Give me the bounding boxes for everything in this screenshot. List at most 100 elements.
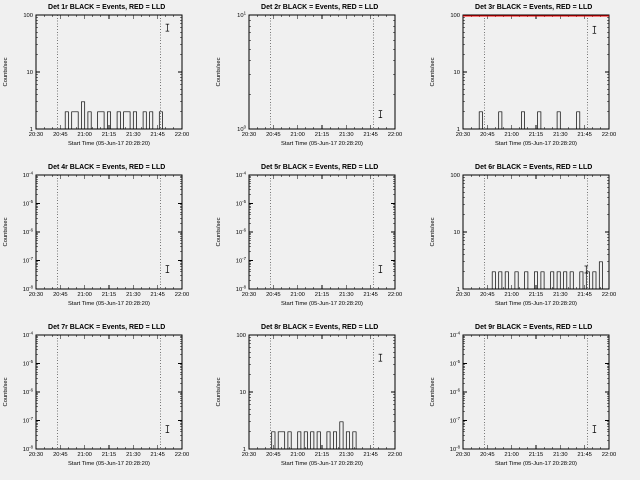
y-tick-label: 10-6 bbox=[236, 228, 247, 236]
axes-box bbox=[35, 174, 183, 290]
x-axis-label: Start Time (05-Jun-17 20:28:20) bbox=[495, 301, 577, 307]
plot-panel-det-3r: Det 3r BLACK = Events, RED = LLD 20:30 20:… bbox=[430, 4, 616, 147]
x-tick-label: 21:15 bbox=[315, 452, 329, 458]
x-tick-label: 20:30 bbox=[455, 452, 469, 458]
x-tick-label: 20:30 bbox=[455, 292, 469, 298]
x-tick-label: 21:30 bbox=[126, 452, 140, 458]
error-bar-marker bbox=[592, 25, 596, 34]
x-tick-label: 20:45 bbox=[53, 452, 67, 458]
x-tick-label: 21:00 bbox=[504, 292, 518, 298]
error-bar-marker bbox=[378, 110, 383, 118]
y-tick-label: 10-5 bbox=[23, 199, 34, 207]
x-tick-label: 21:00 bbox=[291, 452, 305, 458]
y-tick-label: 10 bbox=[27, 70, 33, 76]
x-tick-label: 20:45 bbox=[53, 292, 67, 298]
x-tick-label: 21:30 bbox=[339, 292, 353, 298]
y-tick-label: 10-4 bbox=[23, 171, 34, 179]
x-tick-label: 21:30 bbox=[553, 452, 567, 458]
y-tick-label: 101 bbox=[237, 11, 246, 19]
y-tick-label: 10 bbox=[453, 70, 459, 76]
x-tick-label: 21:30 bbox=[126, 292, 140, 298]
axes-box bbox=[462, 14, 610, 130]
x-tick-label: 20:30 bbox=[455, 132, 469, 138]
x-tick-label: 21:15 bbox=[528, 292, 542, 298]
y-axis-label: Counts/sec bbox=[216, 217, 222, 246]
y-axis-label: Counts/sec bbox=[430, 57, 436, 86]
x-tick-label: 21:15 bbox=[315, 132, 329, 138]
x-axis-label: Start Time (05-Jun-17 20:28:20) bbox=[281, 141, 363, 147]
x-tick-label: 20:30 bbox=[242, 132, 256, 138]
y-axis-label: Counts/sec bbox=[3, 57, 9, 86]
x-tick-label: 21:45 bbox=[364, 452, 378, 458]
y-tick-label: 10-6 bbox=[23, 228, 34, 236]
y-tick-label: 10-4 bbox=[449, 331, 460, 339]
x-tick-label: 21:00 bbox=[77, 452, 91, 458]
x-tick-label: 20:45 bbox=[480, 132, 494, 138]
y-tick-label: 10-8 bbox=[23, 445, 34, 453]
x-tick-label: 22:00 bbox=[175, 132, 189, 138]
x-axis-label: Start Time (05-Jun-17 20:28:20) bbox=[68, 141, 150, 147]
y-tick-label: 1 bbox=[456, 287, 459, 293]
y-tick-label: 10-5 bbox=[23, 359, 34, 367]
y-tick-label: 10-7 bbox=[236, 256, 247, 264]
plot-panel-det-9r: Det 9r BLACK = Events, RED = LLD 20:30 20:… bbox=[430, 324, 616, 467]
x-tick-label: 22:00 bbox=[388, 452, 402, 458]
x-axis-label: Start Time (05-Jun-17 20:28:20) bbox=[281, 461, 363, 467]
y-tick-label: 10-6 bbox=[23, 388, 34, 396]
plot-title: Det 3r BLACK = Events, RED = LLD bbox=[475, 4, 592, 11]
x-axis-label: Start Time (05-Jun-17 20:28:20) bbox=[281, 301, 363, 307]
y-axis-label: Counts/sec bbox=[3, 217, 9, 246]
x-tick-label: 21:15 bbox=[102, 132, 116, 138]
axes-box bbox=[462, 334, 610, 450]
x-tick-label: 21:00 bbox=[291, 132, 305, 138]
x-tick-label: 21:45 bbox=[577, 292, 591, 298]
x-axis-label: Start Time (05-Jun-17 20:28:20) bbox=[495, 461, 577, 467]
y-tick-label: 10-5 bbox=[236, 199, 247, 207]
x-tick-label: 21:00 bbox=[504, 132, 518, 138]
x-tick-label: 20:30 bbox=[29, 132, 43, 138]
error-bar-marker bbox=[165, 265, 170, 273]
x-tick-label: 20:45 bbox=[480, 292, 494, 298]
x-tick-label: 20:30 bbox=[29, 292, 43, 298]
y-axis-label: Counts/sec bbox=[430, 377, 436, 406]
error-bar-marker bbox=[378, 265, 383, 273]
x-tick-label: 22:00 bbox=[175, 452, 189, 458]
x-tick-label: 21:45 bbox=[577, 132, 591, 138]
x-tick-label: 21:15 bbox=[315, 292, 329, 298]
plot-title: Det 8r BLACK = Events, RED = LLD bbox=[261, 324, 378, 331]
y-tick-label: 10-4 bbox=[23, 331, 34, 339]
plot-panel-det-2r: Det 2r BLACK = Events, RED = LLD 20:30 20:… bbox=[216, 4, 402, 147]
error-bar-marker bbox=[378, 353, 383, 362]
x-tick-label: 20:30 bbox=[29, 452, 43, 458]
y-tick-label: 10-7 bbox=[23, 256, 34, 264]
plot-panel-det-8r: Det 8r BLACK = Events, RED = LLD 20:30 20:… bbox=[216, 324, 402, 467]
x-tick-label: 21:15 bbox=[528, 452, 542, 458]
y-axis-label: Counts/sec bbox=[430, 217, 436, 246]
plot-panel-det-1r: Det 1r BLACK = Events, RED = LLD 20:30 20:… bbox=[3, 4, 189, 147]
x-tick-label: 21:45 bbox=[577, 452, 591, 458]
y-tick-label: 100 bbox=[450, 173, 460, 179]
x-axis-label: Start Time (05-Jun-17 20:28:20) bbox=[68, 301, 150, 307]
error-bar-marker bbox=[584, 265, 588, 274]
x-tick-label: 21:45 bbox=[150, 452, 164, 458]
x-tick-label: 22:00 bbox=[388, 292, 402, 298]
x-tick-label: 22:00 bbox=[601, 292, 615, 298]
events-series bbox=[462, 261, 609, 290]
x-tick-label: 21:45 bbox=[150, 292, 164, 298]
plot-panel-det-5r: Det 5r BLACK = Events, RED = LLD 20:30 20:… bbox=[216, 164, 402, 307]
axes-box bbox=[35, 334, 183, 450]
x-tick-label: 21:15 bbox=[528, 132, 542, 138]
plot-panel-det-6r: Det 6r BLACK = Events, RED = LLD 20:30 20:… bbox=[430, 164, 616, 307]
x-axis-label: Start Time (05-Jun-17 20:28:20) bbox=[68, 461, 150, 467]
x-tick-label: 20:45 bbox=[480, 452, 494, 458]
x-tick-label: 21:15 bbox=[102, 292, 116, 298]
error-bar-marker bbox=[592, 425, 596, 433]
y-tick-label: 10-8 bbox=[449, 445, 460, 453]
plot-panel-det-4r: Det 4r BLACK = Events, RED = LLD 20:30 20:… bbox=[3, 164, 189, 307]
x-tick-label: 21:00 bbox=[291, 292, 305, 298]
error-bar-marker bbox=[165, 425, 170, 433]
x-tick-label: 20:30 bbox=[242, 292, 256, 298]
y-axis-label: Counts/sec bbox=[216, 377, 222, 406]
x-tick-label: 21:45 bbox=[364, 292, 378, 298]
x-tick-label: 21:30 bbox=[126, 132, 140, 138]
